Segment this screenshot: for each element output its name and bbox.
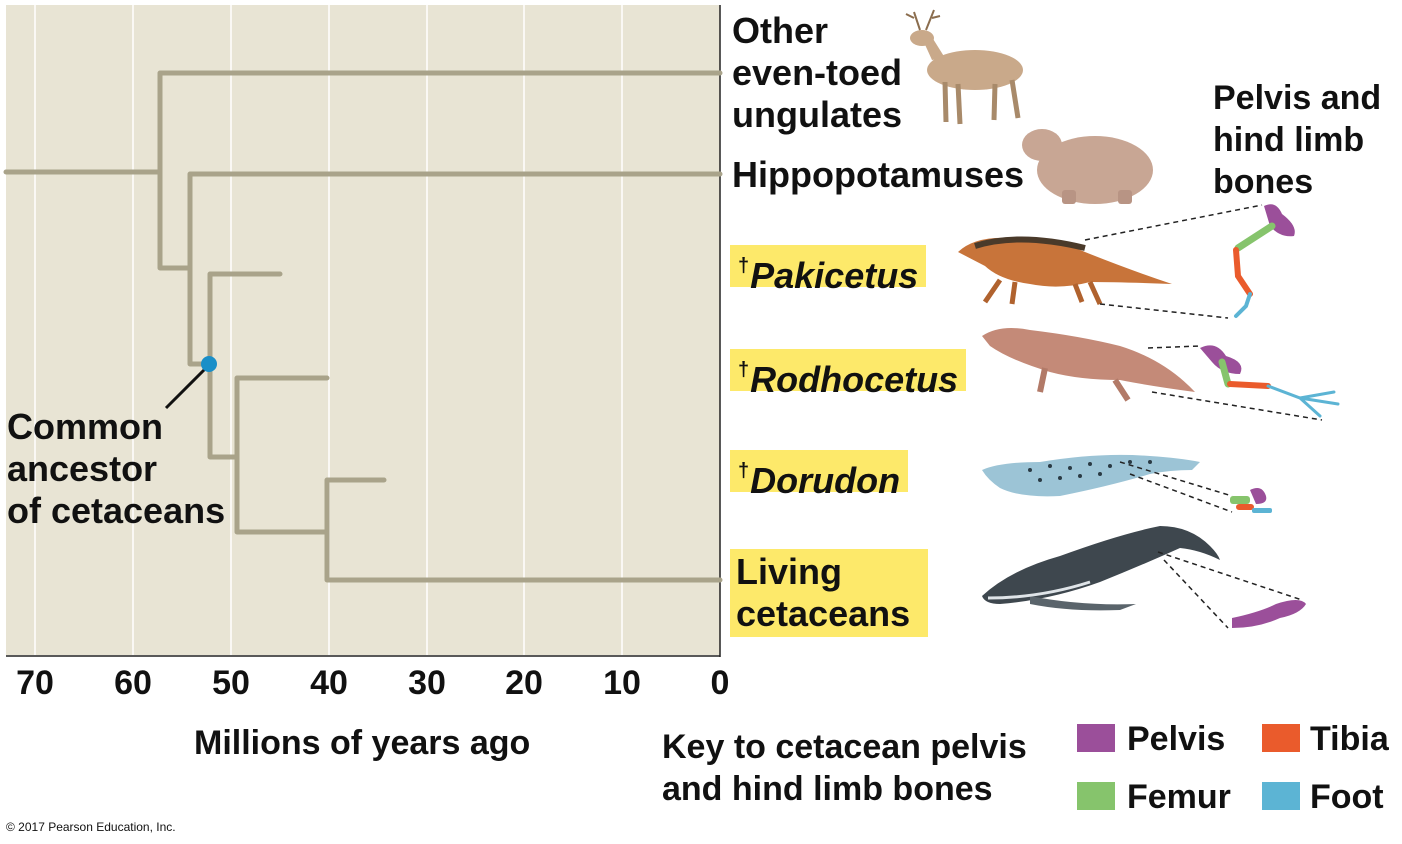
- key-label-femur: Femur: [1127, 778, 1231, 816]
- axis-tick-60: 60: [114, 664, 152, 702]
- axis-tick-50: 50: [212, 664, 250, 702]
- copyright-notice: © 2017 Pearson Education, Inc.: [6, 820, 176, 834]
- tree-branches: [3, 70, 723, 583]
- taxon-label-dorudon: †Dorudon: [730, 450, 909, 501]
- key-swatch-femur: [1077, 782, 1115, 810]
- rodhocetus-illustration: [982, 328, 1195, 402]
- dorudon-illustration: [982, 454, 1200, 497]
- taxon-label-pakicetus: †Pakicetus: [730, 245, 927, 296]
- common-ancestor-label: Common ancestor of cetaceans: [7, 406, 226, 531]
- key-label-foot: Foot: [1310, 778, 1384, 816]
- axis-tick-30: 30: [408, 664, 446, 702]
- key-swatch-pelvis: [1077, 724, 1115, 752]
- pakicetus-illustration: [958, 236, 1172, 306]
- tree-panel: [6, 5, 720, 655]
- axis-tick-20: 20: [505, 664, 543, 702]
- key-label-pelvis: Pelvis: [1127, 720, 1226, 758]
- bones-heading: Pelvis and hind limb bones: [1213, 79, 1382, 201]
- branch-hippo: [187, 171, 723, 367]
- gridlines: [34, 5, 623, 655]
- bone-leader-lines: [1084, 204, 1323, 629]
- branch-rodhocetus: [234, 375, 330, 535]
- deer-illustration: [905, 9, 1023, 125]
- whale-illustration: [982, 526, 1220, 611]
- common-ancestor-dot[interactable]: [201, 356, 217, 372]
- branch-dorudon: [324, 477, 723, 583]
- branch-split-1: [157, 70, 723, 271]
- rodhocetus-bones: [1200, 345, 1340, 418]
- extinct-marker: †: [738, 460, 750, 482]
- key-swatch-foot: [1262, 782, 1300, 810]
- extinct-marker: †: [738, 359, 750, 381]
- dorudon-name: Dorudon: [750, 460, 901, 501]
- rodhocetus-name: Rodhocetus: [750, 359, 959, 400]
- extinct-marker: †: [738, 255, 750, 277]
- living-cetacean-bones: [1232, 600, 1306, 628]
- hippo-illustration: [1022, 129, 1153, 204]
- axis-title: Millions of years ago: [194, 724, 531, 762]
- taxon-label-hippopotamuses: Hippopotamuses: [732, 154, 1025, 195]
- key-swatch-tibia: [1262, 724, 1300, 752]
- taxon-label-rodhocetus: †Rodhocetus: [730, 349, 967, 400]
- ancestor-pointer: [164, 366, 208, 410]
- axis-tick-70: 70: [16, 664, 54, 702]
- pakicetus-bones: [1233, 204, 1295, 318]
- dorudon-bones: [1230, 488, 1272, 513]
- axis-tick-40: 40: [310, 664, 348, 702]
- key-title: Key to cetacean pelvis and hind limb bon…: [662, 728, 1027, 808]
- taxon-label-living-cetaceans: Living cetaceans: [730, 549, 929, 637]
- pakicetus-name: Pakicetus: [750, 255, 919, 296]
- axis-tick-10: 10: [603, 664, 641, 702]
- axis-tick-0: 0: [710, 664, 730, 702]
- key-label-tibia: Tibia: [1310, 720, 1389, 758]
- taxon-label-ungulates: Other even-toed ungulates: [732, 10, 903, 135]
